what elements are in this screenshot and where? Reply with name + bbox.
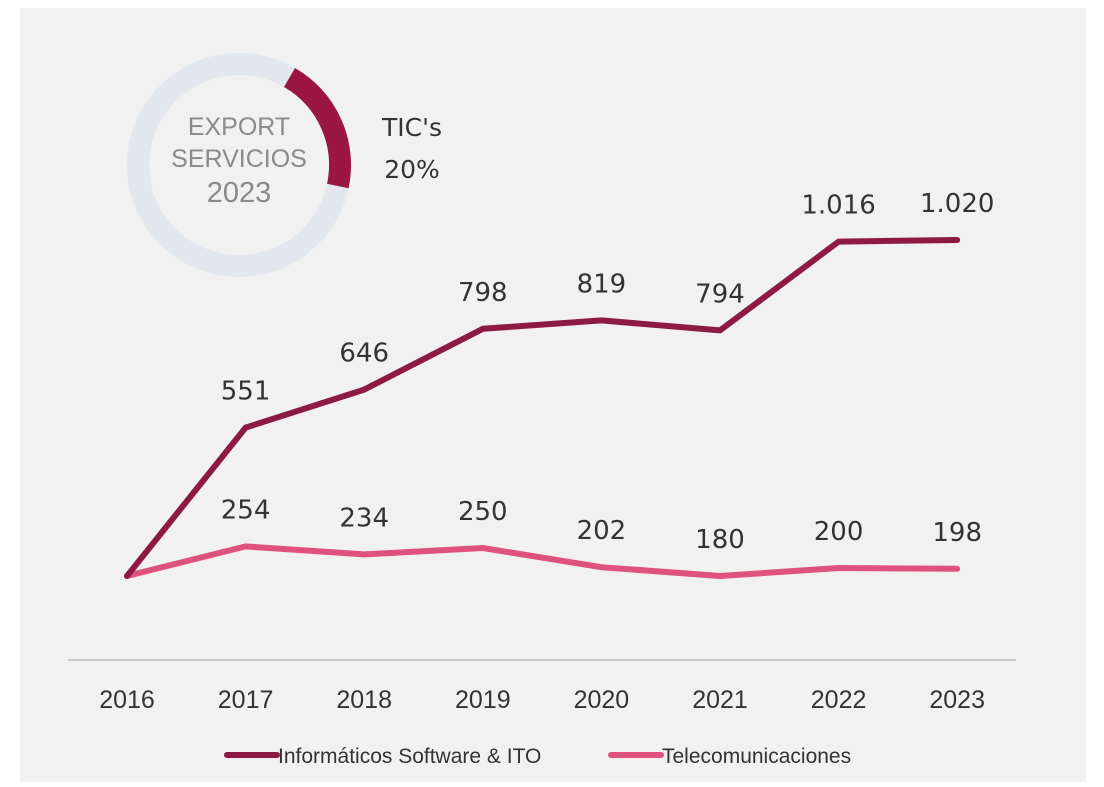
export-donut: EXPORT SERVICIOS 2023 TIC's 20% xyxy=(127,53,442,277)
data-label-informaticos-2021: 794 xyxy=(695,279,745,309)
data-label-informaticos-2020: 819 xyxy=(577,269,627,299)
data-label-informaticos-2022: 1.016 xyxy=(801,191,875,221)
donut-share-arc xyxy=(283,68,351,189)
donut-line3: 2023 xyxy=(207,177,272,209)
data-label-informaticos-2017: 551 xyxy=(221,377,271,407)
series-lines xyxy=(124,237,961,579)
series-line-telecomunicaciones xyxy=(124,543,961,579)
x-tick-2018: 2018 xyxy=(336,686,392,714)
chart-panel: EXPORT SERVICIOS 2023 TIC's 20% 254 234 25… xyxy=(20,8,1086,782)
data-label-informaticos-2023: 1.020 xyxy=(920,189,994,219)
donut-line1: EXPORT xyxy=(188,113,290,141)
share-value: 20% xyxy=(384,155,440,184)
x-tick-labels: 2016 2017 2018 2019 2020 2021 2022 2023 xyxy=(99,686,985,714)
data-label-telecomunicaciones-2021: 180 xyxy=(695,525,745,555)
legend: Informáticos Software & ITO Telecomunica… xyxy=(224,745,851,768)
x-tick-2022: 2022 xyxy=(811,686,867,714)
chart-svg: EXPORT SERVICIOS 2023 TIC's 20% 254 234 25… xyxy=(68,53,1016,768)
x-tick-2019: 2019 xyxy=(455,686,511,714)
series-line-informaticos xyxy=(124,237,961,579)
data-label-informaticos-2018: 646 xyxy=(339,339,389,369)
data-label-telecomunicaciones-2023: 198 xyxy=(932,518,982,548)
legend-label-informaticos: Informáticos Software & ITO xyxy=(278,745,541,768)
x-tick-2021: 2021 xyxy=(692,686,748,714)
data-label-telecomunicaciones-2017: 254 xyxy=(221,495,271,525)
share-label: TIC's xyxy=(381,113,442,142)
data-labels: 254 234 250 202 180 200 198 551 646 798 819 794 1.01… xyxy=(221,189,995,555)
x-tick-2023: 2023 xyxy=(929,686,985,714)
x-tick-2016: 2016 xyxy=(99,686,155,714)
x-tick-2020: 2020 xyxy=(574,686,630,714)
data-label-telecomunicaciones-2018: 234 xyxy=(339,503,389,533)
data-label-telecomunicaciones-2019: 250 xyxy=(458,497,508,527)
data-label-telecomunicaciones-2020: 202 xyxy=(577,516,627,546)
legend-label-telecomunicaciones: Telecomunicaciones xyxy=(662,745,851,768)
data-label-telecomunicaciones-2022: 200 xyxy=(814,517,864,547)
donut-line2: SERVICIOS xyxy=(171,145,307,173)
x-tick-2017: 2017 xyxy=(218,686,274,714)
data-label-informaticos-2019: 798 xyxy=(458,278,508,308)
